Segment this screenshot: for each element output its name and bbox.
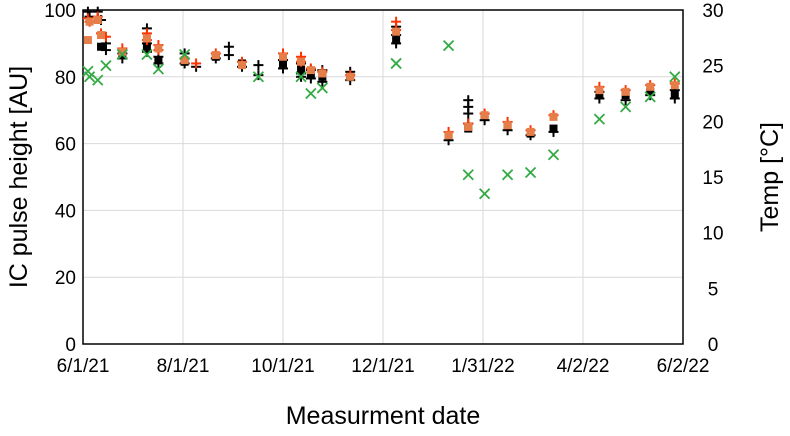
data-point-orange-square <box>154 44 163 53</box>
data-marks <box>82 6 681 200</box>
data-point-black-plus <box>223 50 234 61</box>
x-tick-label: 10/1/21 <box>251 356 314 377</box>
data-point-orange-square <box>83 36 92 45</box>
data-point-green-x <box>442 39 455 52</box>
data-point-orange-square <box>97 31 106 40</box>
data-point-green-x <box>100 60 112 72</box>
data-point-green-x <box>669 71 681 83</box>
data-point-orange-square <box>238 61 247 70</box>
data-point-black-square <box>306 71 315 80</box>
x-tick-label: 1/31/22 <box>451 356 514 377</box>
y-right-tick-label: 15 <box>702 168 723 189</box>
y-right-tick-label: 30 <box>702 1 723 22</box>
data-point-green-x <box>316 82 328 94</box>
data-point-black-square <box>595 91 604 100</box>
y-left-tick-label: 40 <box>55 201 76 222</box>
data-point-black-square <box>297 64 306 73</box>
data-point-orange-square <box>526 127 535 136</box>
data-point-black-square <box>97 42 106 51</box>
x-tick-label: 8/1/21 <box>157 356 210 377</box>
data-point-orange-square <box>180 56 189 65</box>
data-point-black-square <box>549 124 558 133</box>
data-point-green-x <box>524 166 537 179</box>
data-point-green-x <box>116 48 128 61</box>
data-point-orange-square <box>279 52 287 61</box>
data-point-green-x <box>547 149 560 161</box>
data-point-orange-square <box>297 57 306 66</box>
y-right-tick-label: 25 <box>702 57 723 78</box>
data-point-orange-square <box>118 47 127 56</box>
data-point-orange-square <box>670 81 679 90</box>
data-point-black-square <box>392 36 401 45</box>
y-axis-left-title: IC pulse height [AU] <box>5 66 33 288</box>
plot-frame <box>82 9 684 345</box>
x-tick-label: 6/2/22 <box>657 356 710 377</box>
data-point-orange-square <box>85 17 94 26</box>
data-point-orange-square <box>142 34 151 43</box>
x-axis-title: Measurment date <box>286 402 481 430</box>
y-right-tick-label: 5 <box>708 279 719 300</box>
data-point-orange-square <box>318 69 327 78</box>
data-point-black-plus <box>463 108 474 119</box>
y-left-tick-label: 100 <box>44 1 76 22</box>
data-point-green-x <box>141 48 153 61</box>
data-point-red-plus <box>391 16 402 27</box>
data-point-green-x <box>593 113 606 125</box>
data-point-green-x <box>92 74 104 86</box>
x-tick-label: 4/2/22 <box>557 356 610 377</box>
data-point-orange-square <box>211 51 220 60</box>
data-point-orange-square <box>346 72 355 81</box>
data-point-red-plus <box>191 58 202 69</box>
data-point-orange-square <box>549 112 558 121</box>
y-right-tick-label: 20 <box>702 112 723 133</box>
data-point-black-square <box>279 59 287 68</box>
data-point-orange-square <box>646 82 655 91</box>
y-right-tick-label: 0 <box>708 335 719 356</box>
x-tick-label: 12/1/21 <box>351 356 414 377</box>
data-point-orange-square <box>392 27 401 36</box>
y-left-tick-label: 0 <box>65 335 76 356</box>
data-point-black-square <box>670 89 679 98</box>
data-point-black-square <box>142 42 151 51</box>
data-point-green-x <box>305 87 317 100</box>
y-right-tick-label: 10 <box>702 224 723 245</box>
data-point-orange-square <box>503 121 512 130</box>
data-point-green-x <box>462 169 474 181</box>
y-axis-right-title: Temp [°C] <box>756 122 784 232</box>
data-point-orange-square <box>621 87 630 96</box>
data-point-green-x <box>83 71 96 83</box>
data-point-green-x <box>295 71 307 83</box>
data-point-green-x <box>479 188 491 200</box>
data-point-orange-square <box>464 122 473 131</box>
data-point-green-x <box>390 57 402 70</box>
data-point-black-plus <box>223 41 234 52</box>
y-left-tick-label: 80 <box>55 68 76 89</box>
data-point-green-x <box>252 71 265 83</box>
y-left-tick-label: 60 <box>55 135 76 156</box>
data-point-green-x <box>619 101 632 113</box>
grid <box>83 10 683 344</box>
data-point-green-x <box>179 48 191 61</box>
data-point-black-plus <box>253 70 264 81</box>
data-point-black-square <box>154 56 163 65</box>
data-point-black-square <box>646 87 655 96</box>
data-point-orange-square <box>306 66 315 75</box>
data-point-orange-square <box>480 111 489 120</box>
data-point-black-plus <box>253 60 264 71</box>
data-point-green-x <box>501 169 514 181</box>
x-tick-label: 6/1/21 <box>57 356 110 377</box>
data-point-green-x <box>644 91 656 103</box>
data-point-orange-square <box>595 86 604 95</box>
tick-labels: 6/1/21 8/1/21 10/1/21 12/1/21 1/31/22 4/2/22 6… <box>44 1 723 377</box>
y-left-tick-label: 20 <box>55 268 76 289</box>
data-point-orange-square <box>93 16 102 25</box>
data-point-orange-square <box>444 131 453 140</box>
data-point-green-x <box>152 63 165 75</box>
